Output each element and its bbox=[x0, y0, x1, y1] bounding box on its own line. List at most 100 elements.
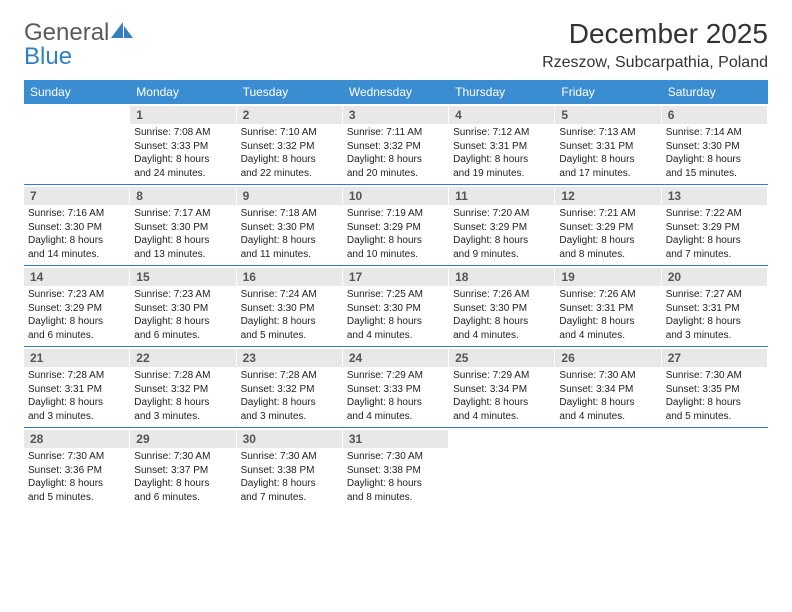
week-row: 7 Sunrise: 7:16 AMSunset: 3:30 PMDaylight… bbox=[24, 185, 768, 266]
day-content: Sunrise: 7:25 AMSunset: 3:30 PMDaylight:… bbox=[347, 288, 445, 342]
day-line: Sunset: 3:30 PM bbox=[134, 221, 232, 235]
day-content: Sunrise: 7:20 AMSunset: 3:29 PMDaylight:… bbox=[453, 207, 551, 261]
day-cell: 16Sunrise: 7:24 AMSunset: 3:30 PMDayligh… bbox=[237, 266, 343, 346]
day-line: Sunrise: 7:29 AM bbox=[347, 369, 445, 383]
day-line: Daylight: 8 hours bbox=[559, 396, 657, 410]
day-content: Sunrise: 7:16 AMSunset: 3:30 PMDaylight:… bbox=[28, 207, 126, 261]
weekday-friday: Friday bbox=[555, 80, 661, 104]
day-number: 26 bbox=[555, 349, 661, 367]
day-cell: 19Sunrise: 7:26 AMSunset: 3:31 PMDayligh… bbox=[555, 266, 661, 346]
day-line: and 3 minutes. bbox=[241, 410, 339, 424]
day-line: and 7 minutes. bbox=[241, 491, 339, 505]
day-content: Sunrise: 7:19 AMSunset: 3:29 PMDaylight:… bbox=[347, 207, 445, 261]
day-content: Sunrise: 7:28 AMSunset: 3:31 PMDaylight:… bbox=[28, 369, 126, 423]
day-line: Sunrise: 7:14 AM bbox=[666, 126, 764, 140]
day-line: and 13 minutes. bbox=[134, 248, 232, 262]
day-number: 24 bbox=[343, 349, 449, 367]
day-number: 15 bbox=[130, 268, 236, 286]
day-line: and 7 minutes. bbox=[666, 248, 764, 262]
day-line: Sunset: 3:31 PM bbox=[666, 302, 764, 316]
day-number: 14 bbox=[24, 268, 130, 286]
day-number: 31 bbox=[343, 430, 449, 448]
day-cell: 29Sunrise: 7:30 AMSunset: 3:37 PMDayligh… bbox=[130, 428, 236, 508]
day-line: and 10 minutes. bbox=[347, 248, 445, 262]
day-content: Sunrise: 7:30 AMSunset: 3:38 PMDaylight:… bbox=[347, 450, 445, 504]
day-cell: 30Sunrise: 7:30 AMSunset: 3:38 PMDayligh… bbox=[237, 428, 343, 508]
weekday-wednesday: Wednesday bbox=[343, 80, 449, 104]
day-line: and 4 minutes. bbox=[559, 329, 657, 343]
day-line: Sunrise: 7:24 AM bbox=[241, 288, 339, 302]
location-text: Rzeszow, Subcarpathia, Poland bbox=[542, 54, 768, 72]
day-cell: 18Sunrise: 7:26 AMSunset: 3:30 PMDayligh… bbox=[449, 266, 555, 346]
day-line: and 22 minutes. bbox=[241, 167, 339, 181]
day-line: Daylight: 8 hours bbox=[666, 396, 764, 410]
day-content: Sunrise: 7:22 AMSunset: 3:29 PMDaylight:… bbox=[666, 207, 764, 261]
day-line: and 19 minutes. bbox=[453, 167, 551, 181]
day-number: 25 bbox=[449, 349, 555, 367]
day-content: Sunrise: 7:12 AMSunset: 3:31 PMDaylight:… bbox=[453, 126, 551, 180]
day-number: 4 bbox=[449, 106, 555, 124]
week-row: 1Sunrise: 7:08 AMSunset: 3:33 PMDaylight… bbox=[24, 104, 768, 185]
day-line: and 20 minutes. bbox=[347, 167, 445, 181]
day-line: Sunrise: 7:19 AM bbox=[347, 207, 445, 221]
day-line: Sunset: 3:30 PM bbox=[241, 221, 339, 235]
day-line: Daylight: 8 hours bbox=[28, 315, 126, 329]
brand-logo: General Blue bbox=[24, 18, 137, 69]
day-line: Daylight: 8 hours bbox=[453, 153, 551, 167]
day-line: Daylight: 8 hours bbox=[347, 153, 445, 167]
day-cell: 25Sunrise: 7:29 AMSunset: 3:34 PMDayligh… bbox=[449, 347, 555, 427]
day-cell: 17 Sunrise: 7:25 AMSunset: 3:30 PMDayligh… bbox=[343, 266, 449, 346]
day-line: Sunset: 3:34 PM bbox=[559, 383, 657, 397]
day-line: Sunset: 3:29 PM bbox=[347, 221, 445, 235]
day-cell: 27Sunrise: 7:30 AMSunset: 3:35 PMDayligh… bbox=[662, 347, 768, 427]
day-number: 17 bbox=[343, 268, 449, 286]
day-line: Daylight: 8 hours bbox=[28, 477, 126, 491]
day-cell bbox=[555, 428, 661, 508]
day-line: Sunrise: 7:23 AM bbox=[28, 288, 126, 302]
day-line: Sunrise: 7:30 AM bbox=[134, 450, 232, 464]
day-number: 22 bbox=[130, 349, 236, 367]
day-line: Sunrise: 7:23 AM bbox=[134, 288, 232, 302]
day-content: Sunrise: 7:13 AMSunset: 3:31 PMDaylight:… bbox=[559, 126, 657, 180]
day-line: Daylight: 8 hours bbox=[241, 315, 339, 329]
weekday-tuesday: Tuesday bbox=[237, 80, 343, 104]
day-content: Sunrise: 7:08 AMSunset: 3:33 PMDaylight:… bbox=[134, 126, 232, 180]
weekday-saturday: Saturday bbox=[662, 80, 768, 104]
day-content: Sunrise: 7:27 AMSunset: 3:31 PMDaylight:… bbox=[666, 288, 764, 342]
day-line: and 11 minutes. bbox=[241, 248, 339, 262]
day-line: Sunset: 3:32 PM bbox=[134, 383, 232, 397]
day-cell: 13Sunrise: 7:22 AMSunset: 3:29 PMDayligh… bbox=[662, 185, 768, 265]
calendar: Sunday Monday Tuesday Wednesday Thursday… bbox=[24, 80, 768, 508]
day-line: Sunset: 3:38 PM bbox=[347, 464, 445, 478]
day-line: Sunset: 3:31 PM bbox=[559, 302, 657, 316]
day-content: Sunrise: 7:18 AMSunset: 3:30 PMDaylight:… bbox=[241, 207, 339, 261]
day-content: Sunrise: 7:30 AMSunset: 3:36 PMDaylight:… bbox=[28, 450, 126, 504]
day-line: Sunset: 3:34 PM bbox=[453, 383, 551, 397]
day-line: and 8 minutes. bbox=[559, 248, 657, 262]
weekday-row: Sunday Monday Tuesday Wednesday Thursday… bbox=[24, 80, 768, 104]
day-line: Sunrise: 7:22 AM bbox=[666, 207, 764, 221]
day-line: Sunset: 3:36 PM bbox=[28, 464, 126, 478]
day-content: Sunrise: 7:24 AMSunset: 3:30 PMDaylight:… bbox=[241, 288, 339, 342]
day-line: Daylight: 8 hours bbox=[559, 315, 657, 329]
day-line: Daylight: 8 hours bbox=[559, 153, 657, 167]
day-line: and 4 minutes. bbox=[453, 410, 551, 424]
day-line: and 24 minutes. bbox=[134, 167, 232, 181]
day-content: Sunrise: 7:26 AMSunset: 3:31 PMDaylight:… bbox=[559, 288, 657, 342]
logo-sail-icon bbox=[109, 20, 137, 40]
day-content: Sunrise: 7:21 AMSunset: 3:29 PMDaylight:… bbox=[559, 207, 657, 261]
day-line: Daylight: 8 hours bbox=[347, 396, 445, 410]
day-number: 7 bbox=[24, 187, 130, 205]
day-cell: 12Sunrise: 7:21 AMSunset: 3:29 PMDayligh… bbox=[555, 185, 661, 265]
day-cell: 10Sunrise: 7:19 AMSunset: 3:29 PMDayligh… bbox=[343, 185, 449, 265]
day-line: Daylight: 8 hours bbox=[134, 477, 232, 491]
day-content: Sunrise: 7:28 AMSunset: 3:32 PMDaylight:… bbox=[241, 369, 339, 423]
day-cell: 2Sunrise: 7:10 AMSunset: 3:32 PMDaylight… bbox=[237, 104, 343, 184]
day-line: Daylight: 8 hours bbox=[453, 315, 551, 329]
day-content: Sunrise: 7:14 AMSunset: 3:30 PMDaylight:… bbox=[666, 126, 764, 180]
day-cell: 20Sunrise: 7:27 AMSunset: 3:31 PMDayligh… bbox=[662, 266, 768, 346]
day-line: Sunset: 3:30 PM bbox=[666, 140, 764, 154]
day-line: Daylight: 8 hours bbox=[134, 234, 232, 248]
day-cell bbox=[24, 104, 130, 184]
day-line: Daylight: 8 hours bbox=[28, 234, 126, 248]
